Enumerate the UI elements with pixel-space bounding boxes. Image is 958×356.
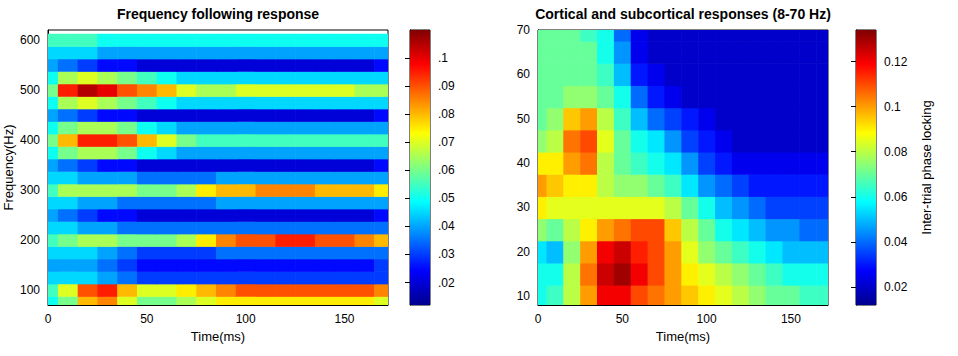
svg-text:Cortical and subcortical respo: Cortical and subcortical responses (8-70…	[535, 6, 831, 22]
svg-text:150: 150	[334, 312, 354, 326]
svg-text:Inter-trial phase locking: Inter-trial phase locking	[919, 100, 934, 234]
svg-text:Time(ms): Time(ms)	[191, 329, 245, 344]
svg-text:0.08: 0.08	[884, 145, 908, 159]
svg-text:400: 400	[20, 133, 40, 147]
svg-text:.03: .03	[438, 247, 455, 261]
svg-text:10: 10	[517, 289, 531, 303]
svg-text:200: 200	[20, 233, 40, 247]
svg-text:0.06: 0.06	[884, 190, 908, 204]
svg-text:30: 30	[517, 200, 531, 214]
svg-text:600: 600	[20, 33, 40, 47]
svg-text:0.12: 0.12	[884, 55, 908, 69]
svg-text:100: 100	[697, 312, 717, 326]
svg-text:.07: .07	[438, 135, 455, 149]
svg-text:.1: .1	[438, 51, 448, 65]
svg-text:100: 100	[236, 312, 256, 326]
svg-text:.05: .05	[438, 191, 455, 205]
svg-text:.04: .04	[438, 219, 455, 233]
svg-text:20: 20	[517, 245, 531, 259]
svg-text:50: 50	[140, 312, 154, 326]
svg-text:50: 50	[517, 112, 531, 126]
svg-text:0.02: 0.02	[884, 280, 908, 294]
svg-text:0: 0	[535, 312, 542, 326]
svg-text:Time(ms): Time(ms)	[656, 329, 710, 344]
svg-text:40: 40	[517, 156, 531, 170]
svg-text:50: 50	[616, 312, 630, 326]
svg-text:0.04: 0.04	[884, 235, 908, 249]
svg-text:0: 0	[45, 312, 52, 326]
svg-text:70: 70	[517, 23, 531, 37]
svg-text:.06: .06	[438, 163, 455, 177]
svg-text:300: 300	[20, 183, 40, 197]
svg-text:.08: .08	[438, 107, 455, 121]
svg-text:60: 60	[517, 67, 531, 81]
svg-text:500: 500	[20, 83, 40, 97]
svg-text:0.1: 0.1	[884, 100, 901, 114]
svg-text:100: 100	[20, 283, 40, 297]
svg-text:.02: .02	[438, 276, 455, 290]
svg-text:150: 150	[781, 312, 801, 326]
svg-text:Frequency(Hz): Frequency(Hz)	[1, 125, 16, 211]
svg-text:.09: .09	[438, 79, 455, 93]
svg-text:Frequency following response: Frequency following response	[117, 6, 319, 22]
